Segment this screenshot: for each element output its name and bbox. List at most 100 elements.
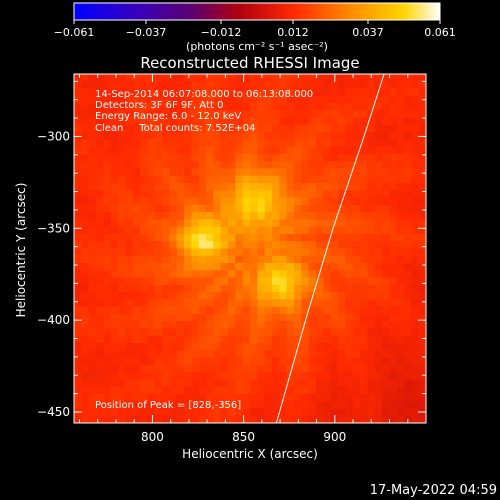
heatmap-cell [250, 292, 258, 300]
heatmap-cell [228, 408, 236, 417]
heatmap-cell [330, 212, 339, 221]
heatmap-cell [279, 321, 288, 330]
heatmap-cell [323, 190, 332, 199]
heatmap-cell [125, 161, 134, 170]
heatmap-cell [147, 175, 156, 184]
heatmap-cell [382, 306, 390, 315]
heatmap-cell [140, 357, 148, 366]
heatmap-cell [294, 88, 302, 97]
heatmap-cell [184, 74, 192, 82]
heatmap-cell [338, 350, 346, 359]
heatmap-cell [389, 241, 398, 250]
heatmap-cell [162, 343, 170, 351]
heatmap-cell [228, 401, 236, 410]
heatmap-cell [250, 386, 258, 395]
heatmap-cell [235, 81, 244, 90]
heatmap-cell [301, 393, 310, 402]
heatmap-cell [191, 284, 200, 293]
heatmap-cell [294, 364, 302, 373]
heatmap-cell [345, 161, 354, 170]
heatmap-cell [176, 204, 185, 213]
heatmap-cell [338, 299, 346, 308]
heatmap-cell [154, 233, 163, 242]
heatmap-cell [338, 190, 346, 199]
heatmap-cell [411, 226, 420, 235]
heatmap-cell [272, 386, 280, 395]
heatmap-cell [396, 357, 405, 366]
heatmap-cell [184, 357, 192, 366]
heatmap-cell [147, 124, 156, 133]
heatmap-cell [382, 408, 390, 417]
heatmap-cell [169, 88, 178, 97]
heatmap-cell [81, 74, 90, 82]
heatmap-cell [316, 386, 324, 395]
heatmap-cell [198, 197, 207, 206]
heatmap-cell [184, 95, 192, 104]
heatmap-cell [132, 95, 141, 104]
heatmap-cell [250, 110, 258, 119]
heatmap-cell [125, 168, 134, 177]
heatmap-cell [110, 183, 119, 191]
heatmap-cell [345, 277, 354, 286]
heatmap-cell [88, 212, 97, 221]
heatmap-cell [154, 74, 163, 82]
heatmap-cell [220, 74, 229, 82]
heatmap-cell [191, 379, 200, 388]
heatmap-cell [81, 248, 90, 257]
heatmap-cell [396, 233, 405, 242]
heatmap-cell [140, 408, 148, 417]
heatmap-cell [74, 357, 82, 366]
heatmap-cell [338, 204, 346, 213]
heatmap-cell [396, 335, 405, 344]
heatmap-cell [382, 401, 390, 410]
heatmap-cell [301, 124, 310, 133]
heatmap-cell [279, 313, 288, 322]
heatmap-cell [206, 350, 214, 359]
heatmap-cell [389, 233, 398, 242]
heatmap-cell [198, 255, 207, 264]
heatmap-cell [345, 168, 354, 177]
heatmap-cell [162, 248, 170, 257]
heatmap-cell [264, 139, 273, 148]
heatmap-cell [242, 364, 251, 373]
heatmap-cell [198, 74, 207, 82]
heatmap-cell [257, 183, 266, 191]
heatmap-cell [147, 153, 156, 162]
heatmap-cell [88, 168, 97, 177]
heatmap-cell [184, 277, 192, 286]
heatmap-cell [184, 364, 192, 373]
heatmap-cell [389, 153, 398, 162]
heatmap-cell [242, 335, 251, 344]
heatmap-cell [272, 233, 280, 242]
heatmap-cell [132, 401, 141, 410]
heatmap-cell [264, 233, 273, 242]
heatmap-cell [74, 183, 82, 191]
heatmap-cell [382, 379, 390, 388]
heatmap-cell [81, 284, 90, 293]
heatmap-cell [81, 241, 90, 250]
heatmap-cell [396, 364, 405, 373]
heatmap-cell [404, 313, 412, 322]
heatmap-cell [316, 255, 324, 264]
heatmap-cell [272, 117, 280, 126]
heatmap-cell [301, 139, 310, 148]
plot-frame [73, 73, 427, 424]
heatmap-cell [396, 74, 405, 82]
heatmap-cell [411, 161, 420, 170]
heatmap-cell [418, 88, 426, 97]
heatmap-cell [118, 364, 126, 373]
heatmap-cell [110, 335, 119, 344]
heatmap-cell [103, 74, 112, 82]
heatmap-cell [272, 335, 280, 344]
heatmap-cell [191, 270, 200, 279]
heatmap-cell [360, 88, 368, 97]
heatmap-cell [74, 393, 82, 402]
heatmap-cell [96, 124, 104, 133]
heatmap-cell [81, 350, 90, 359]
heatmap-cell [250, 372, 258, 380]
heatmap-cell [316, 292, 324, 300]
heatmap-cell [279, 335, 288, 344]
heatmap-cell [272, 190, 280, 199]
heatmap-cell [74, 110, 82, 119]
heatmap-cell [389, 74, 398, 82]
